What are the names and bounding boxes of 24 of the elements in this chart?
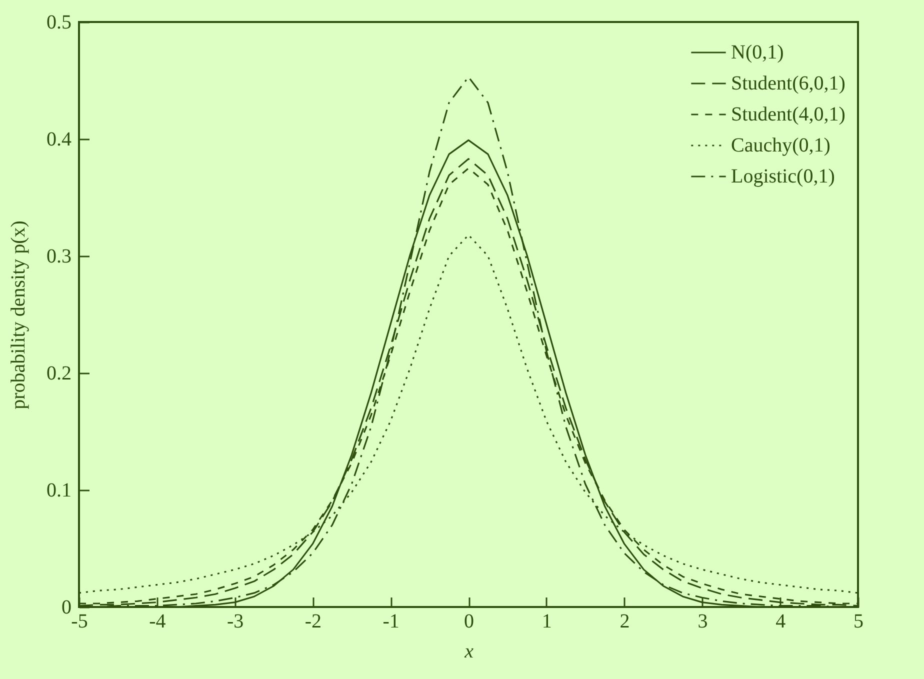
x-tick-label: -1 (382, 610, 400, 632)
x-tick-label: -4 (149, 610, 166, 632)
x-tick-label: 4 (776, 610, 786, 632)
legend-label: Cauchy(0,1) (731, 134, 830, 156)
x-tick-label: 1 (542, 610, 552, 632)
x-tick-label: 3 (698, 610, 708, 632)
y-tick-label: 0.3 (46, 246, 72, 268)
x-tick-label: -2 (304, 610, 322, 632)
x-tick-label: 0 (464, 610, 474, 632)
legend-label: N(0,1) (731, 42, 784, 64)
legend-label: Logistic(0,1) (731, 166, 835, 188)
y-tick-label: 0 (62, 596, 72, 618)
x-tick-label: 2 (620, 610, 630, 632)
y-axis-title: probability density p(x) (8, 220, 30, 410)
x-tick-label: -5 (71, 610, 88, 632)
y-tick-label: 0.5 (46, 12, 72, 34)
legend-label: Student(4,0,1) (731, 104, 846, 126)
x-tick-label: -3 (226, 610, 244, 632)
legend-label: Student(6,0,1) (731, 72, 846, 94)
y-tick-label: 0.1 (46, 480, 72, 502)
x-axis-title: x (464, 640, 474, 662)
y-tick-label: 0.4 (46, 128, 72, 150)
y-tick-label: 0.2 (46, 362, 72, 384)
x-tick-label: 5 (854, 610, 864, 632)
